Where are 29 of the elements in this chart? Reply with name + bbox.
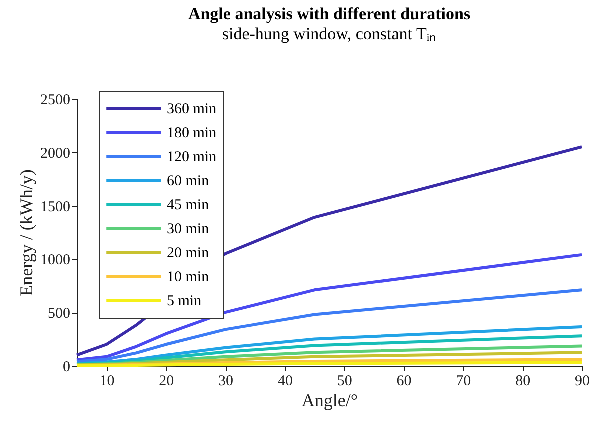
x-tick-label: 80 (516, 374, 531, 390)
legend-label: 45 min (167, 198, 210, 214)
legend-label: 180 min (167, 126, 218, 142)
y-tick-label: 2000 (40, 146, 70, 162)
x-tick-label: 70 (456, 374, 472, 390)
y-tick-label: 500 (48, 306, 70, 322)
legend-label: 60 min (167, 174, 210, 190)
legend-label: 20 min (167, 246, 210, 262)
y-tick-label: 1500 (40, 199, 70, 216)
y-axis-title: Energy / (kWh/y) (16, 170, 36, 296)
legend-label: 10 min (167, 270, 210, 286)
x-axis-title: Angle/° (302, 390, 358, 410)
line-series (76, 288, 584, 364)
x-tick-label: 30 (218, 374, 234, 390)
chart-subtitle: side-hung window, constant Tᵢₙ (222, 24, 437, 44)
y-tick-label: 1000 (40, 252, 70, 269)
y-tick-label: 0 (63, 360, 70, 376)
x-tick-label: 60 (396, 374, 412, 390)
x-tick-label: 10 (100, 374, 115, 390)
y-tick-label: 2500 (40, 92, 70, 108)
legend-label: 5 min (167, 294, 202, 310)
x-tick-label: 50 (337, 374, 352, 390)
chart-title: Angle analysis with different durations (188, 4, 471, 24)
legend-label: 30 min (167, 222, 210, 238)
legend-label: 360 min (167, 102, 218, 118)
legend-label: 120 min (167, 150, 218, 166)
x-tick-label: 40 (278, 374, 293, 390)
x-tick-label: 90 (575, 374, 590, 390)
x-tick-label: 20 (159, 374, 174, 390)
